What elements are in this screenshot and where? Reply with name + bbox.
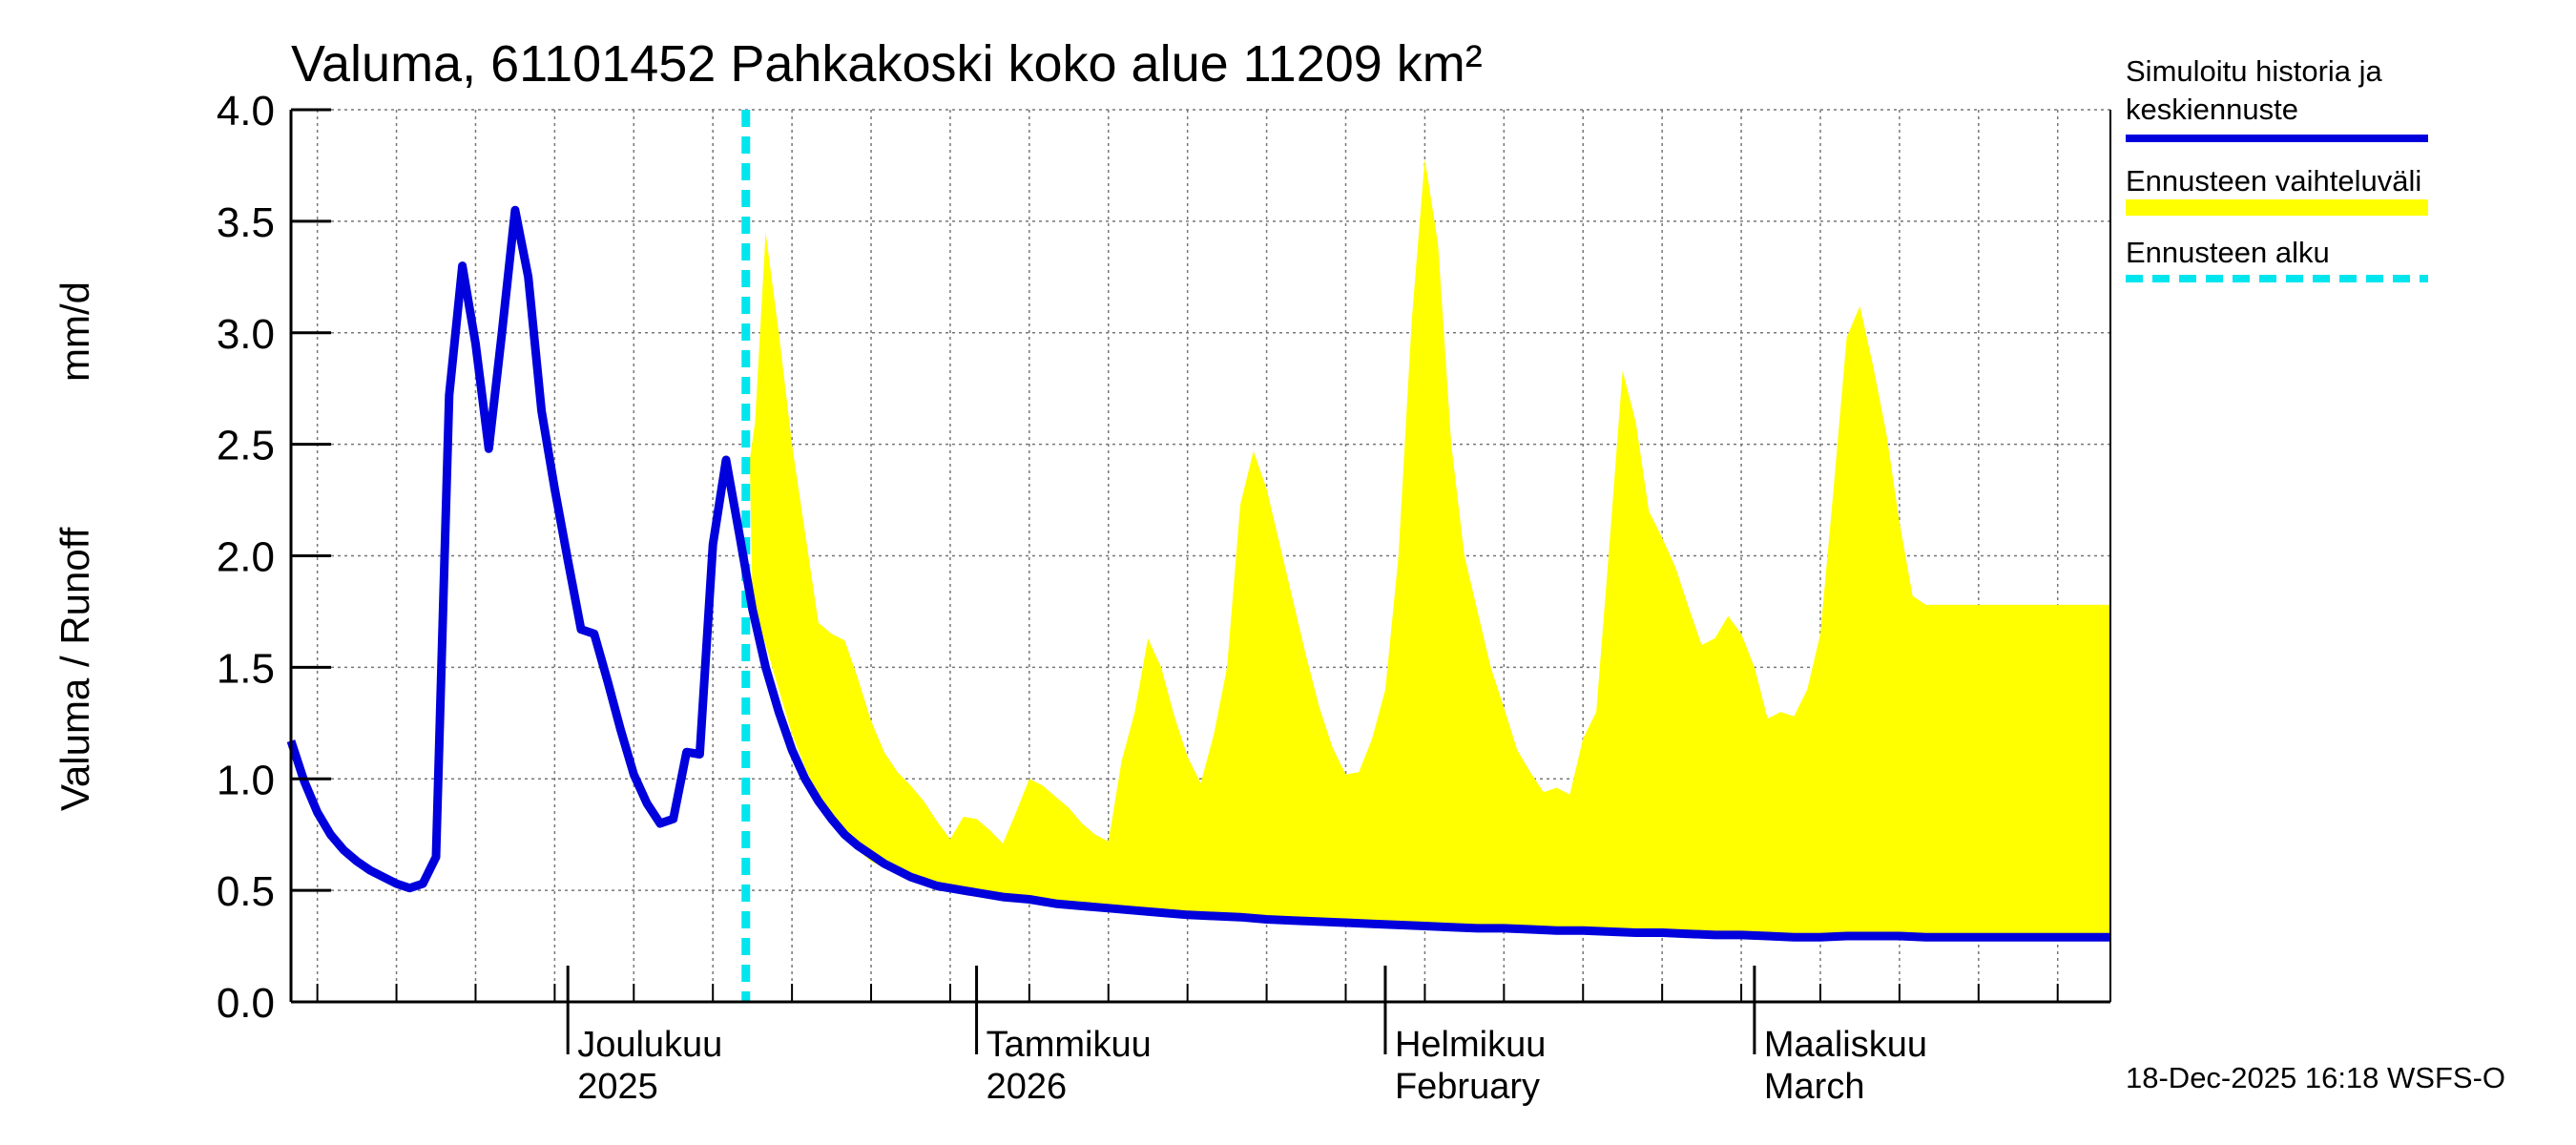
series-line-simulated bbox=[286, 205, 2110, 942]
chart-title: Valuma, 61101452 Pahkakoski koko alue 11… bbox=[291, 35, 1483, 93]
y-tick-label-2: 1.0 bbox=[217, 757, 275, 803]
y-tick-label-3: 1.5 bbox=[217, 645, 275, 692]
legend-label-simulated-line2: keskiennuste bbox=[2126, 93, 2298, 126]
y-axis-ticks: 0.0 0.5 1.0 1.5 2.0 2.5 3.0 3.5 4.0 bbox=[217, 88, 331, 1027]
legend: Simuloitu historia ja keskiennuste Ennus… bbox=[2126, 54, 2428, 282]
y-tick-label-4: 2.0 bbox=[217, 534, 275, 581]
y-tick-label-7: 3.5 bbox=[217, 199, 275, 246]
y-tick-label-1: 0.5 bbox=[217, 868, 275, 915]
x-month-label-1: Tammikuu bbox=[987, 1025, 1152, 1065]
legend-label-simulated-line1: Simuloitu historia ja bbox=[2126, 54, 2383, 88]
y-tick-label-8: 4.0 bbox=[217, 88, 275, 135]
series-layer bbox=[286, 205, 2110, 942]
y-tick-label-6: 3.0 bbox=[217, 311, 275, 358]
x-month-sublabel-3: March bbox=[1764, 1067, 1865, 1107]
forecast-range-band bbox=[749, 158, 2110, 940]
x-month-label-0: Joulukuu bbox=[577, 1025, 722, 1065]
x-month-label-3: Maaliskuu bbox=[1764, 1025, 1927, 1065]
x-month-sublabel-0: 2025 bbox=[577, 1067, 658, 1107]
legend-swatch-range bbox=[2126, 199, 2428, 216]
y-axis-unit: mm/d bbox=[52, 281, 97, 382]
x-month-label-2: Helmikuu bbox=[1395, 1025, 1546, 1065]
legend-label-forecast-start: Ennusteen alku bbox=[2126, 236, 2330, 269]
y-axis-label: Valuma / Runoff bbox=[52, 527, 97, 811]
y-tick-label-0: 0.0 bbox=[217, 980, 275, 1027]
timestamp: 18-Dec-2025 16:18 WSFS-O bbox=[2126, 1061, 2505, 1094]
x-month-sublabel-1: 2026 bbox=[987, 1067, 1068, 1107]
x-month-sublabel-2: February bbox=[1395, 1067, 1540, 1107]
legend-label-range: Ennusteen vaihteluväli bbox=[2126, 164, 2421, 198]
y-tick-label-5: 2.5 bbox=[217, 423, 275, 469]
forecast-range-layer bbox=[749, 158, 2110, 940]
